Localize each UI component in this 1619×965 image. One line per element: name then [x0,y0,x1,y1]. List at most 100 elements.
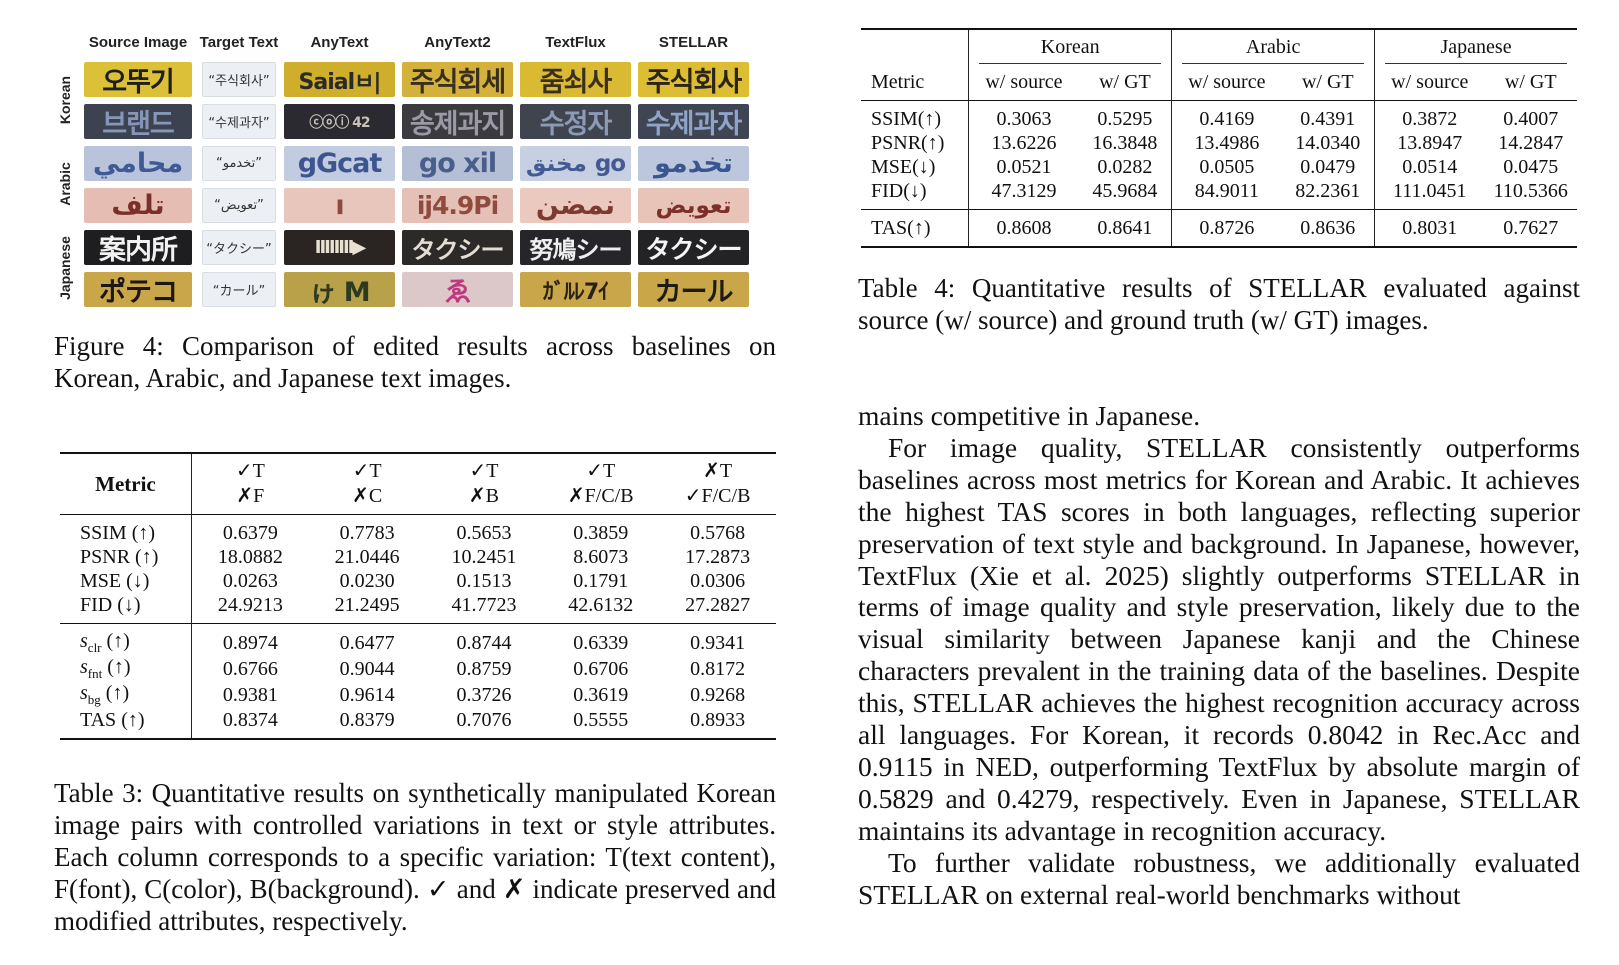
table-cell: 0.0521 [968,155,1079,179]
fig4-tile-stellar: تخدمو [638,146,749,181]
table-cell: 18.0882 [190,545,309,569]
table-3-metric: TAS (↑) [60,708,191,739]
fig4-tile-anytext2: ij4.9Pi [402,188,513,223]
table-4-lang-header: Korean [968,29,1172,64]
fig4-tile-source: 브랜드 [84,104,192,139]
table-cell: 45.9684 [1092,179,1158,202]
table-cell: 0.3872 [1374,100,1485,131]
table-3-metric: SSIM (↑) [80,521,156,544]
fig4-header-stellar: STELLAR [658,34,729,51]
fig4-lang-arabic: Arabic [57,162,73,206]
table-cell: 0.1513 [456,569,512,592]
fig4-tile-stellar: 주식회사 [638,62,749,97]
table-row: FID (↓) 24.9213 21.2495 41.7723 42.6132 … [60,593,776,624]
table-cell: 0.6477 [339,631,395,654]
table-row: sclr (↑) 0.8974 0.6477 0.8744 0.6339 0.9… [60,623,776,657]
table-4-metric: PSNR(↑) [871,131,945,154]
table-cell: 0.3063 [968,100,1079,131]
table-3-caption: Table 3: Quantitative results on synthet… [54,778,776,936]
table-3-metric: MSE (↓) [80,569,150,592]
metric-suffix: (↑) [101,630,130,652]
fig4-tile-anytext2: 송제과지 [402,104,513,139]
table-cell: 0.6706 [573,657,629,680]
fig4-header-anytext2: AnyText2 [424,34,491,51]
table-4-metric: TAS(↑) [871,216,931,239]
table-4-subheader: w/ source [1171,64,1282,101]
table-cell: 13.6226 [968,131,1079,155]
table-cell: 0.8641 [1097,216,1153,239]
table-4-metric: MSE(↓) [871,155,936,178]
table-4-metric: FID(↓) [871,179,927,202]
table-cell: 13.8947 [1374,131,1485,155]
table-cell: 14.0340 [1295,131,1361,154]
table-3-col-header-bottom: ✗F/C/B [567,485,634,507]
fig4-tile-source: 案内所 [84,230,192,265]
table-cell: 0.8172 [690,657,746,680]
fig4-tile-anytext2: go xil [402,146,513,181]
table-cell: 0.9268 [690,683,746,706]
table-row: TAS (↑) 0.8374 0.8379 0.7076 0.5555 0.89… [60,708,776,739]
fig4-tile-textflux: 努鳩シー [520,230,631,265]
table-4-lang-header: Japanese [1374,29,1577,64]
table-cell: 0.8974 [190,623,309,656]
table-3-col-header-bottom: ✓F/C/B [684,485,751,507]
table-3-metric: sclr (↑) [60,624,191,657]
fig4-tile-textflux: مخنق go [520,146,631,181]
table-3-col-header-bottom: ✗B [468,485,499,507]
metric-base: TAS [80,708,117,731]
table-cell: 0.0306 [690,569,746,592]
table-4-subheader: w/ GT [1301,70,1354,93]
figure-4: Source Image Target Text AnyText AnyText… [57,34,776,326]
table-cell: 17.2873 [685,545,751,568]
table-cell: 0.0230 [339,569,395,592]
fig4-tile-source: محامي [84,146,192,181]
table-cell: 0.0263 [190,569,309,593]
metric-base: s [80,630,88,652]
fig4-tile-source: ポテコ [84,272,192,307]
fig4-tile-stellar: カール [638,272,749,307]
table-row: TAS(↑) 0.8608 0.8641 0.8726 0.8636 0.803… [861,209,1577,247]
fig4-tile-anytext: ⓒⓞⓘ 42 [284,104,395,139]
table-3-col-header-top: ✗T [703,460,733,482]
table-3-col-header-bottom: ✗C [352,485,383,507]
fig4-tile-target: “カール” [202,272,276,307]
fig4-tile-anytext2: 주식회세 [402,62,513,97]
table-cell: 0.4391 [1300,107,1356,130]
table-3-col-header-top: ✓T [190,453,309,483]
table-cell: 21.2495 [334,593,400,616]
table-cell: 0.0475 [1503,155,1559,178]
table-cell: 16.3848 [1092,131,1158,154]
table-4-lang-label: Arabic [1182,36,1365,64]
table-row: sfnt (↑) 0.6766 0.9044 0.8759 0.6706 0.8… [60,656,776,682]
table-cell: 14.2847 [1498,131,1564,154]
table-cell: 0.5768 [690,521,746,544]
table-4-subheader: w/ GT [1504,70,1557,93]
table-3: Metric ✓T ✓T ✓T ✓T ✗T ✗F ✗C ✗B ✗F/C/B ✓F… [60,452,776,740]
fig4-tile-textflux: ｶﾞﾙﾚ7ｲ [520,272,631,307]
fig4-tile-anytext2: ゑ [402,272,513,307]
figure-4-caption: Figure 4: Comparison of edited results a… [54,331,776,393]
table-cell: 13.4986 [1171,131,1282,155]
metric-subscript: fnt [87,666,103,681]
table-cell: 0.8379 [339,708,395,731]
metric-suffix: (↑) [100,682,130,704]
table-header-row: Metric ✓T ✓T ✓T ✓T ✗T [60,453,776,496]
table-cell: 0.6339 [573,631,629,654]
fig4-tile-target: “주식회사” [202,62,276,97]
table-cell: 27.2827 [685,593,751,616]
table-cell: 24.9213 [190,593,309,624]
table-cell: 0.3726 [456,683,512,706]
table-header-row: ✗F ✗C ✗B ✗F/C/B ✓F/C/B [60,483,776,515]
fig4-tile-anytext: IIIIIIII▶ [284,230,395,265]
fig4-tile-stellar: タクシー [638,230,749,265]
table-3-col-header-bottom: ✗F [190,483,309,515]
table-row: SSIM (↑) 0.6379 0.7783 0.5653 0.3859 0.5… [60,514,776,545]
table-row: PSNR(↑) 13.6226 16.3848 13.4986 14.0340 … [861,131,1577,155]
table-cell: 0.6766 [190,656,309,682]
table-header-row: Korean Arabic Japanese [861,29,1577,64]
table-cell: 0.8374 [190,708,309,739]
table-4: Korean Arabic Japanese Metric w/ source … [861,28,1577,248]
table-cell: 84.9011 [1171,179,1282,210]
table-cell: 0.7076 [456,708,512,731]
table-cell: 0.4169 [1171,100,1282,131]
